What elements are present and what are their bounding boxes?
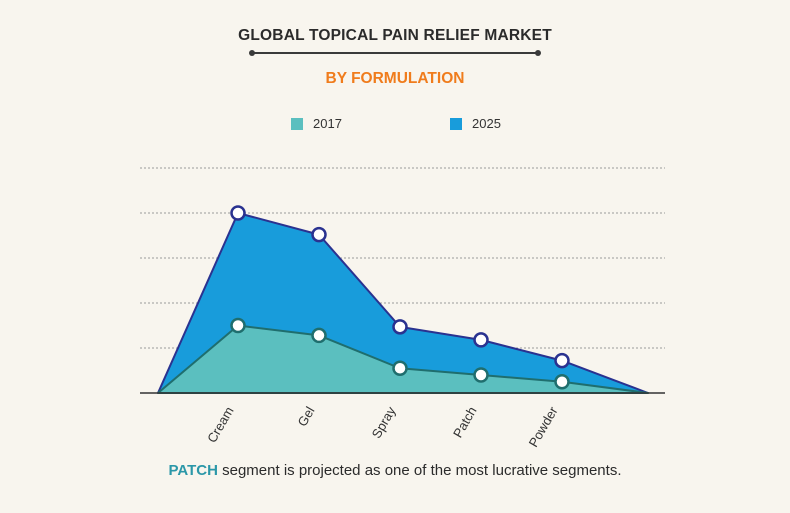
legend-label-2025: 2025 [472, 116, 501, 131]
point-2017-patch [473, 367, 489, 383]
footnote: PATCH segment is projected as one of the… [0, 462, 790, 479]
point-2017-cream [230, 317, 246, 334]
x-tick-label-powder: Powder [526, 403, 561, 449]
grid-lines [140, 167, 665, 349]
footnote-text: segment is projected as one of the most … [217, 462, 622, 479]
chart-title: GLOBAL TOPICAL PAIN RELIEF MARKET [238, 27, 552, 44]
legend-swatch-2017 [291, 117, 303, 130]
series-points [230, 205, 570, 390]
point-2025-cream [230, 205, 246, 221]
legend-item-2017: 2017 [291, 116, 342, 131]
x-tick-label-gel: Gel [294, 404, 317, 429]
point-2017-gel [311, 327, 327, 344]
footnote-highlight: PATCH [168, 462, 218, 479]
series-areas [140, 212, 665, 394]
legend-item-2025: 2025 [450, 116, 501, 131]
x-tick-label-patch: Patch [450, 404, 480, 440]
x-axis-labels: Cream Gel Spray Patch Powder [204, 403, 561, 449]
x-tick-label-cream: Cream [204, 404, 236, 445]
legend-swatch-2025 [450, 117, 462, 130]
point-2017-spray [392, 360, 408, 376]
point-2025-patch [473, 332, 489, 348]
point-2025-spray [392, 319, 408, 335]
chart-subtitle: BY FORMULATION [325, 70, 465, 87]
legend-label-2017: 2017 [313, 116, 342, 131]
point-2025-powder [554, 352, 570, 369]
series-area-2017 [157, 324, 649, 394]
point-2025-gel [311, 226, 327, 243]
x-tick-label-spray: Spray [369, 404, 399, 441]
title-divider [249, 50, 541, 56]
point-2017-powder [554, 374, 570, 390]
